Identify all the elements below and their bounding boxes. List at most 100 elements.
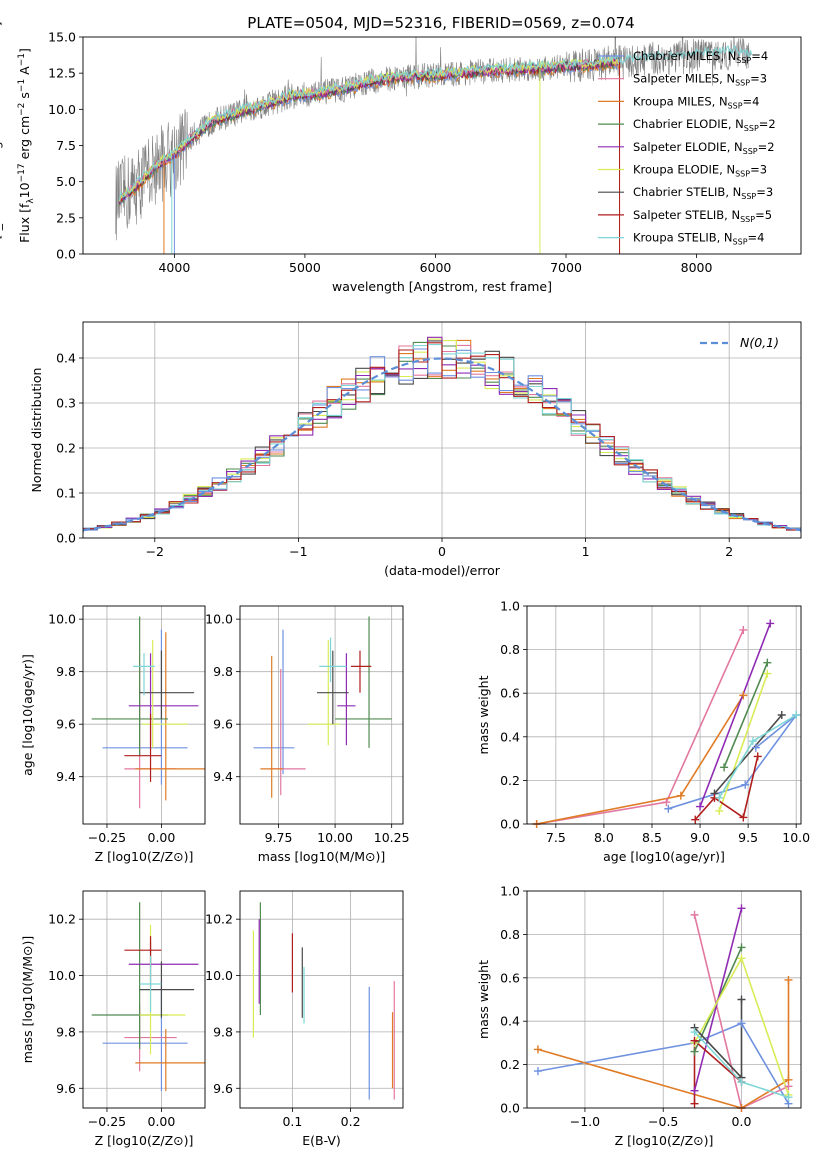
weight-point <box>737 954 746 963</box>
weight-point <box>741 780 750 789</box>
weight-point <box>792 711 801 719</box>
legend-entry-suffix: =2 <box>758 140 775 154</box>
y-axis-label: Flux [f_λ 10^-17 erg cm^-2 s^-1 A^-1] <box>0 22 3 270</box>
legend-entry: Chabrier ELODIE, NSSP=2 <box>633 117 776 133</box>
legend-entry-suffix: =3 <box>750 72 767 86</box>
axes-age-vs-mass: 9.75 10.00 10.25 9.4 9.6 9.8 10.0 mass [log10(M… <box>205 605 410 864</box>
weight-series <box>693 914 789 1108</box>
legend-entry-sub: SSP <box>728 101 743 110</box>
weight-point <box>737 904 746 913</box>
y-tick-label: 9.8 <box>56 664 76 679</box>
weight-point <box>690 1028 699 1037</box>
y-label-part: erg cm <box>17 116 32 164</box>
axes-weight-vs-age: 7.5 8.0 8.5 9.0 9.5 10.0 0.0 0.2 0.4 0.6 0.8 1.0 age… <box>476 599 810 865</box>
legend-entry-sub: SSP <box>741 192 756 201</box>
y-tick-label: 0.6 <box>500 970 520 985</box>
axes-frame <box>82 605 206 825</box>
x-axis-label: (data-model)/error <box>384 563 501 578</box>
y-tick-label: 0.6 <box>500 686 520 701</box>
x-tick-label: 2 <box>725 544 733 559</box>
x-tick-label: −0.5 <box>648 1114 678 1129</box>
x-tick-label: 4000 <box>158 260 190 275</box>
axes-frame <box>239 605 404 825</box>
y-tick-label: 9.6 <box>56 1081 76 1096</box>
x-tick-label: −1.0 <box>570 1114 600 1129</box>
y-tick-label: 9.6 <box>213 1081 233 1096</box>
x-tick-label: 0 <box>438 544 446 559</box>
axes-weight-vs-Z: −1.0 −0.5 0.0 0.0 0.2 0.4 0.6 0.8 1.0 Z [log10(Z/… <box>476 884 802 1148</box>
weight-point <box>715 806 724 815</box>
y-tick-label: 9.8 <box>213 664 233 679</box>
legend-entry-suffix: =5 <box>755 208 772 222</box>
y-label-part: s <box>17 92 32 103</box>
x-tick-label: 7.5 <box>546 830 566 845</box>
y-tick-label: 10.0 <box>205 612 233 627</box>
weight-point <box>763 658 772 667</box>
y-tick-label: 0.0 <box>500 817 520 832</box>
y-label-part: λ <box>26 198 36 204</box>
y-tick-label: 2.5 <box>56 210 76 225</box>
y-axis-label: Flux [fλ10−17 erg cm−2 s−1 A−1] <box>17 48 36 243</box>
y-label-part: ] <box>17 48 32 53</box>
legend-entry-label: Salpeter MILES, N <box>633 72 735 86</box>
y-tick-label: 15.0 <box>48 30 76 45</box>
weight-point <box>533 1067 542 1076</box>
weight-point <box>690 910 699 919</box>
plot-area <box>240 606 403 824</box>
axes-frame <box>526 605 802 825</box>
legend-entry: Kroupa STELIB, NSSP=4 <box>633 231 764 247</box>
plot-area <box>115 37 753 254</box>
x-tick-label: 0.00 <box>148 830 176 845</box>
y-tick-label: 5.0 <box>56 174 76 189</box>
y-tick-label: 7.5 <box>56 138 76 153</box>
plot-area <box>527 891 801 1108</box>
weight-series <box>694 756 759 821</box>
gaussian-curve <box>83 357 801 532</box>
legend-entry-sub: SSP <box>736 56 751 65</box>
y-tick-label: 10.2 <box>205 912 233 927</box>
y-tick-label: 0.0 <box>56 247 76 262</box>
figure-title: PLATE=0504, MJD=52316, FIBERID=0569, z=0… <box>247 14 634 32</box>
weight-point <box>739 625 748 634</box>
weight-point <box>664 804 673 813</box>
y-tick-label: 9.8 <box>213 1024 233 1039</box>
y-tick-label: 0.3 <box>56 396 76 411</box>
x-tick-label: 9.0 <box>690 830 710 845</box>
x-axis-label: Z [log10(Z/Z⊙)] <box>95 1133 194 1148</box>
y-tick-label: 0.4 <box>500 1014 520 1029</box>
y-tick-label: 0.8 <box>500 927 520 942</box>
weight-point <box>662 798 671 807</box>
axes-frame <box>239 890 404 1109</box>
x-tick-label: −0.25 <box>88 1114 126 1129</box>
y-axis-label: age [log10(age/yr)] <box>20 654 35 776</box>
axes-spectrum: 4000 5000 6000 7000 8000 0.0 2.5 5.0 7.5 10.0 12.5… <box>0 22 802 294</box>
x-tick-label: 1 <box>582 544 590 559</box>
y-tick-label: 9.4 <box>213 769 233 784</box>
plot-area <box>527 606 801 824</box>
y-label-part: f <box>17 203 32 208</box>
weight-point <box>763 669 772 678</box>
weight-point <box>533 1045 542 1054</box>
axes-frame <box>526 890 802 1109</box>
y-axis-label: mass weight <box>476 675 491 754</box>
y-tick-label: 9.6 <box>213 717 233 732</box>
legend-entry-sub: SSP <box>740 215 755 224</box>
weight-point <box>720 763 729 772</box>
plot-area <box>240 891 403 1108</box>
weight-point <box>676 791 685 800</box>
legend-entry-label: Salpeter ELODIE, N <box>633 140 743 154</box>
legend-entry-label: Chabrier MILES, N <box>633 49 736 63</box>
axes-mass-vs-EBV: 0.1 0.2 9.6 9.8 10.0 10.2 E(B-V) <box>205 890 404 1148</box>
weight-point <box>737 943 746 952</box>
residual-histogram <box>83 342 801 533</box>
x-axis-label: mass [log10(M/M⊙)] <box>258 849 386 864</box>
x-tick-label: 9.5 <box>738 830 758 845</box>
y-tick-label: 12.5 <box>48 66 76 81</box>
y-tick-label: 9.8 <box>56 1024 76 1039</box>
axes-frame <box>82 321 802 539</box>
y-label-part: −17 <box>17 163 27 182</box>
legend-entry-sub: SSP <box>743 147 758 156</box>
weight-point <box>766 619 775 628</box>
x-axis-label: Z [log10(Z/Z⊙)] <box>615 1133 714 1148</box>
weight-point <box>748 737 757 746</box>
